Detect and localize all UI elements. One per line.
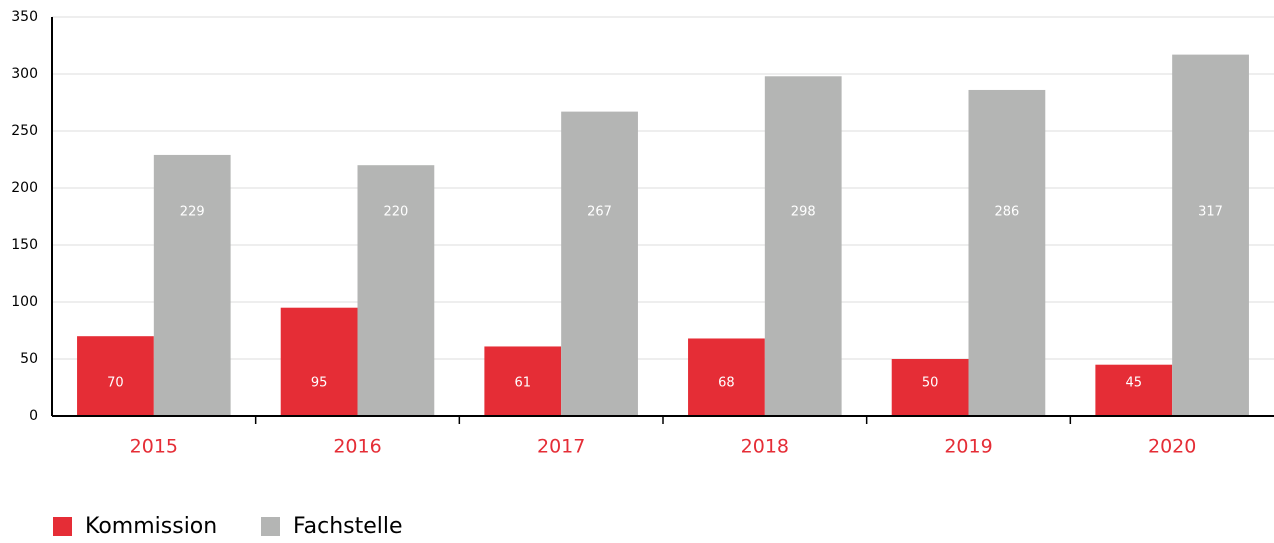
value-label: 286: [994, 205, 1019, 220]
y-tick-label: 0: [29, 408, 38, 424]
value-label: 50: [922, 376, 939, 391]
value-label: 317: [1198, 205, 1223, 220]
value-label: 267: [587, 205, 612, 220]
legend-swatch: [261, 517, 280, 536]
y-tick-label: 50: [20, 351, 38, 367]
bar: [561, 111, 638, 417]
y-tick-label: 250: [11, 123, 38, 139]
value-label: 70: [107, 376, 124, 391]
value-label: 220: [383, 205, 408, 220]
bar: [968, 89, 1046, 417]
bar: [77, 336, 154, 416]
value-label: 95: [311, 376, 328, 391]
y-tick-label: 150: [11, 237, 38, 253]
legend-label: Fachstelle: [293, 514, 403, 539]
bar: [484, 346, 562, 416]
y-tick-label: 300: [11, 66, 38, 82]
value-label: 45: [1126, 376, 1143, 391]
value-label: 229: [180, 205, 205, 220]
legend-label: Kommission: [85, 514, 217, 539]
x-tick-label: 2016: [333, 436, 381, 458]
bar: [891, 359, 969, 416]
bar: [280, 307, 358, 416]
x-tick-label: 2015: [130, 436, 178, 458]
value-label: 61: [515, 376, 532, 391]
x-tick-label: 2019: [944, 436, 992, 458]
bar: [764, 76, 842, 416]
bar: [153, 154, 231, 416]
y-tick-label: 100: [11, 294, 38, 310]
bar: [1172, 54, 1249, 417]
x-tick-label: 2018: [741, 436, 789, 458]
x-tick-label: 2020: [1148, 436, 1196, 458]
bar: [688, 338, 765, 416]
bar: [1095, 364, 1173, 416]
legend-swatch: [53, 517, 72, 536]
bar: [357, 165, 435, 416]
value-label: 68: [718, 376, 735, 391]
value-label: 298: [791, 205, 816, 220]
y-tick-label: 350: [11, 9, 38, 25]
x-tick-label: 2017: [537, 436, 585, 458]
y-tick-label: 200: [11, 180, 38, 196]
